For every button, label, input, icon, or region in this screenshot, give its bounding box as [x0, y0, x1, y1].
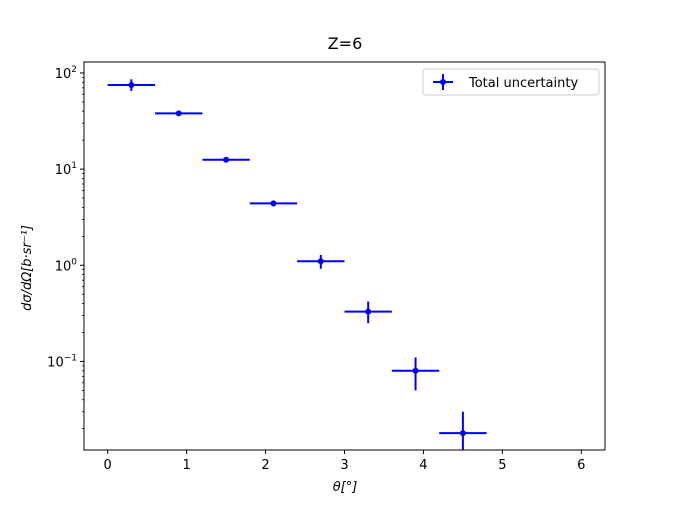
- data-point: [297, 254, 345, 269]
- y-axis-label: dσ/dΩ[b·sr⁻¹]: [20, 225, 35, 311]
- data-marker: [223, 156, 230, 163]
- data-marker: [459, 430, 466, 437]
- x-tick-label: 4: [419, 458, 427, 473]
- y-tick-label: 10−1: [47, 353, 77, 370]
- data-marker: [412, 367, 419, 374]
- data-point: [249, 200, 298, 207]
- y-axis: 10−1 100 101 102: [47, 65, 84, 430]
- y-tick-label: 102: [55, 65, 77, 82]
- data-layer: [107, 79, 487, 450]
- data-marker: [175, 110, 182, 117]
- x-axis-label: θ[°]: [333, 480, 358, 495]
- data-point: [202, 156, 250, 163]
- data-point: [391, 357, 440, 391]
- data-point: [439, 411, 487, 450]
- x-tick-label: 6: [577, 458, 585, 473]
- x-axis: 0 1 2 3 4 5 6: [104, 450, 585, 473]
- x-tick-label: 1: [182, 458, 190, 473]
- legend-label: Total uncertainty: [468, 76, 578, 91]
- x-tick-label: 3: [340, 458, 348, 473]
- x-tick-label: 5: [498, 458, 506, 473]
- data-marker: [270, 200, 277, 207]
- legend-marker-dot: [440, 79, 446, 85]
- data-marker: [128, 81, 135, 88]
- data-marker: [317, 258, 324, 265]
- y-tick-label: 101: [55, 161, 77, 178]
- legend-box: [422, 68, 600, 96]
- y-tick-label: 100: [55, 257, 78, 274]
- x-tick-label: 0: [104, 458, 112, 473]
- x-tick-label: 2: [261, 458, 269, 473]
- data-point: [155, 110, 203, 117]
- legend: Total uncertainty: [422, 68, 600, 96]
- chart-title: Z=6: [328, 34, 363, 53]
- data-marker: [365, 308, 372, 315]
- data-point: [344, 301, 392, 324]
- data-point: [107, 79, 156, 91]
